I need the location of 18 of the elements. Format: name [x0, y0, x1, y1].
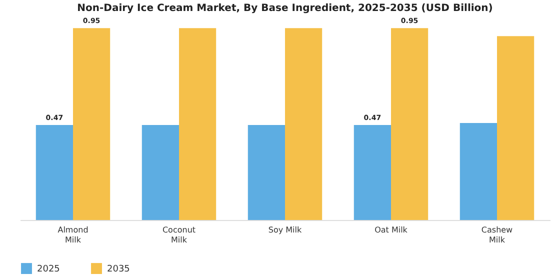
bar — [179, 28, 216, 220]
legend-label: 2035 — [107, 264, 130, 275]
x-tick-label: Almond Milk — [58, 226, 88, 244]
bar — [497, 36, 534, 220]
bar — [36, 125, 73, 220]
x-tick-label: Cashew Milk — [481, 226, 514, 244]
bar — [391, 28, 428, 220]
bar — [248, 125, 285, 220]
x-tick-label: Oat Milk — [374, 226, 408, 234]
bar — [73, 28, 110, 220]
bar — [142, 125, 179, 220]
x-tick-label: Coconut Milk — [162, 226, 196, 244]
bar — [285, 28, 322, 220]
legend-label: 2025 — [37, 264, 60, 275]
x-tick-label: Soy Milk — [268, 226, 302, 234]
bar — [460, 123, 497, 220]
chart-title: Non-Dairy Ice Cream Market, By Base Ingredient, 2025-2035 (USD Billion) — [77, 3, 493, 14]
bar — [354, 125, 391, 220]
